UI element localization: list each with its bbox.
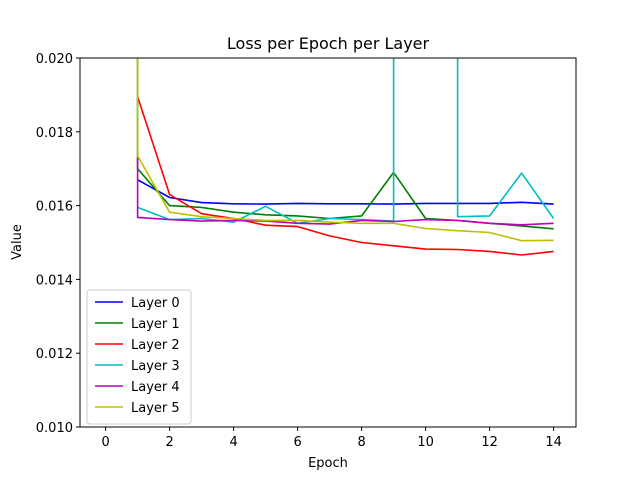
- legend-label: Layer 2: [131, 338, 180, 353]
- series-line-layer-1: [136, 58, 554, 230]
- series-line-layer-0: [137, 179, 554, 205]
- x-tick-label: 0: [101, 435, 109, 450]
- y-tick-label: 0.010: [36, 421, 73, 436]
- x-tick-label: 14: [545, 435, 562, 450]
- x-tick-label: 10: [417, 435, 434, 450]
- legend: Layer 0 Layer 1 Layer 2 Layer 3 Layer 4 Layer…: [86, 289, 192, 425]
- series-line-layer-4: [136, 157, 554, 226]
- series-line-layer-5: [136, 58, 554, 242]
- x-tick-label: 4: [229, 435, 237, 450]
- x-tick-label: 2: [165, 435, 173, 450]
- ticks-layer: 0 2 4 6 8 10 12 14 0.010 0.012 0.014 0.016 0.018 0.02…: [36, 52, 562, 450]
- series-line-layer-3: [137, 58, 555, 225]
- y-tick-label: 0.016: [36, 200, 73, 215]
- y-tick-label: 0.020: [36, 52, 73, 67]
- x-tick-label: 8: [357, 435, 365, 450]
- y-tick-label: 0.018: [36, 126, 73, 141]
- legend-label: Layer 3: [131, 359, 180, 374]
- legend-label: Layer 4: [131, 380, 180, 395]
- x-axis-label: Epoch: [308, 456, 348, 471]
- y-tick-label: 0.014: [36, 273, 73, 288]
- series-layer: [136, 58, 555, 256]
- y-tick-label: 0.012: [36, 347, 73, 362]
- legend-label: Layer 5: [131, 401, 180, 416]
- legend-label: Layer 0: [131, 296, 180, 311]
- y-axis-label: Value: [10, 224, 25, 260]
- chart-title: Loss per Epoch per Layer: [227, 34, 430, 53]
- plot-frame: [79, 57, 577, 428]
- series-line-layer-2: [136, 96, 554, 256]
- x-tick-label: 12: [481, 435, 498, 450]
- x-tick-label: 6: [293, 435, 301, 450]
- legend-label: Layer 1: [131, 317, 180, 332]
